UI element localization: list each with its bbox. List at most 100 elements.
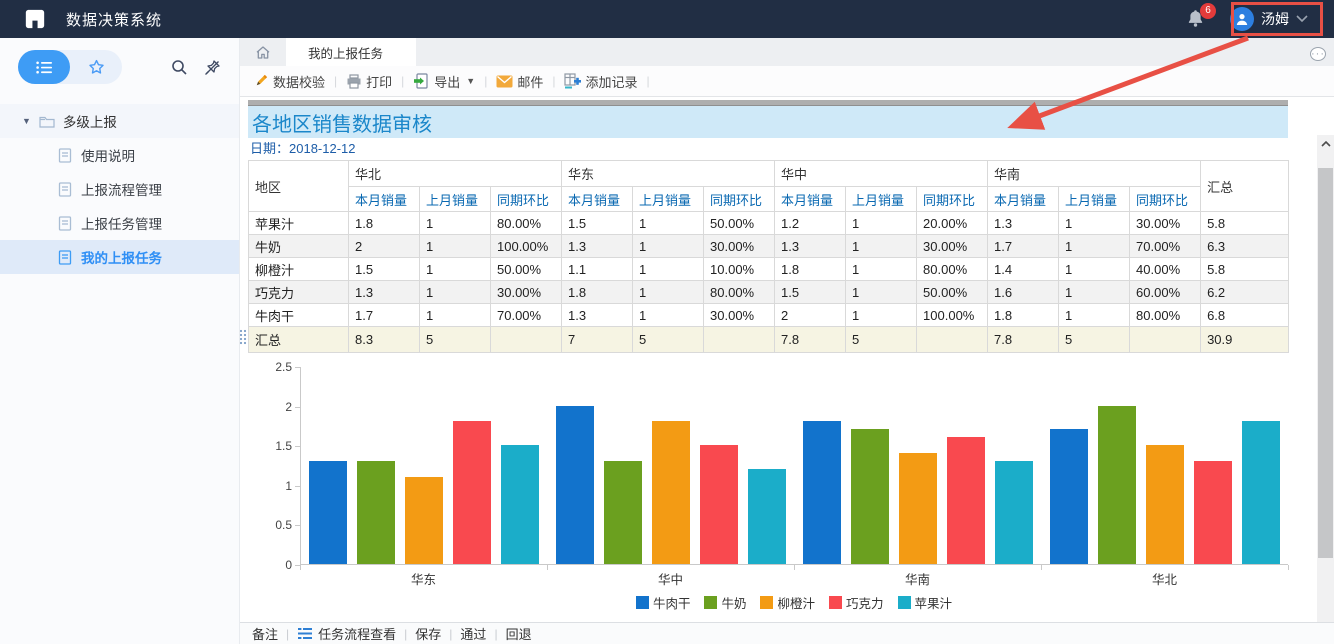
data-cell[interactable]: 100.00%	[916, 303, 989, 327]
data-cell[interactable]: 1.5	[561, 211, 634, 235]
x-axis-tick-mark	[300, 565, 301, 570]
scroll-up-button[interactable]	[1317, 135, 1334, 152]
app-logo-icon[interactable]	[24, 8, 46, 30]
tab-my-report-tasks[interactable]: 我的上报任务	[286, 38, 416, 66]
legend-item-牛奶[interactable]: 牛奶	[704, 593, 746, 612]
sidebar-item-1[interactable]: 上报流程管理	[0, 172, 239, 206]
data-cell[interactable]: 2	[774, 303, 847, 327]
data-cell[interactable]: 1.8	[561, 280, 634, 304]
data-cell[interactable]: 1.7	[987, 234, 1060, 258]
unpin-icon[interactable]	[204, 59, 221, 76]
data-cell[interactable]: 20.00%	[916, 211, 989, 235]
data-cell[interactable]: 1.2	[774, 211, 847, 235]
data-cell[interactable]: 1	[1058, 303, 1131, 327]
data-cell[interactable]: 1	[419, 211, 491, 235]
data-cell[interactable]: 1	[632, 257, 705, 281]
sidebar-item-0[interactable]: 使用说明	[0, 138, 239, 172]
sidebar-item-2[interactable]: 上报任务管理	[0, 206, 239, 240]
row-drag-handle[interactable]	[239, 329, 247, 345]
data-cell[interactable]: 1	[419, 280, 491, 304]
toolbar-button-1[interactable]: 打印	[339, 72, 399, 91]
report-top-strip	[248, 100, 1288, 106]
tab-list-more-button[interactable]: ···	[1310, 45, 1326, 62]
data-cell[interactable]: 2	[348, 234, 420, 258]
data-cell[interactable]: 1	[845, 234, 918, 258]
toolbar-button-3[interactable]: 邮件	[489, 72, 550, 91]
data-cell[interactable]: 1	[1058, 280, 1131, 304]
main-area: 我的上报任务 ··· 数据校验 | 打印 | 导出 ▼ | 邮件 | 添加记录 | 各地区销售数据审…	[239, 38, 1334, 644]
data-cell[interactable]: 1	[845, 257, 918, 281]
data-cell[interactable]: 30.00%	[703, 303, 776, 327]
data-cell[interactable]: 1	[845, 211, 918, 235]
data-cell[interactable]: 1.3	[987, 211, 1060, 235]
footer-button-1[interactable]: 任务流程查看	[289, 624, 404, 643]
search-icon[interactable]	[171, 59, 188, 76]
toolbar-separator: |	[646, 74, 650, 88]
data-cell[interactable]: 1.6	[987, 280, 1060, 304]
data-cell[interactable]: 10.00%	[703, 257, 776, 281]
footer-button-4[interactable]: 回退	[498, 624, 540, 643]
data-cell[interactable]: 30.00%	[489, 280, 563, 304]
legend-item-牛肉干[interactable]: 牛肉干	[635, 593, 690, 612]
legend-item-巧克力[interactable]: 巧克力	[829, 593, 884, 612]
data-cell[interactable]: 1	[1058, 257, 1131, 281]
directory-view-button[interactable]	[18, 50, 70, 84]
user-menu[interactable]: 汤姆	[1230, 7, 1314, 31]
data-cell[interactable]: 30.00%	[1129, 211, 1202, 235]
data-cell[interactable]: 40.00%	[1129, 257, 1202, 281]
data-cell[interactable]: 80.00%	[916, 257, 989, 281]
data-cell[interactable]: 30.00%	[916, 234, 989, 258]
toolbar-button-4[interactable]: 添加记录	[557, 72, 644, 91]
footer-button-0[interactable]: 备注	[244, 624, 286, 643]
data-cell[interactable]: 1.4	[987, 257, 1060, 281]
data-cell[interactable]: 1	[419, 303, 491, 327]
data-cell[interactable]: 50.00%	[489, 257, 563, 281]
notifications-button[interactable]: 6	[1187, 3, 1216, 28]
data-cell[interactable]: 1.5	[774, 280, 847, 304]
data-cell[interactable]: 80.00%	[489, 211, 563, 235]
data-cell[interactable]: 1	[1058, 234, 1131, 258]
home-tab-button[interactable]	[240, 38, 286, 66]
data-cell[interactable]: 1.3	[561, 234, 634, 258]
data-cell[interactable]: 1	[632, 211, 705, 235]
data-cell[interactable]: 1.1	[561, 257, 634, 281]
footer-button-3[interactable]: 通过	[452, 624, 494, 643]
data-cell[interactable]: 1.7	[348, 303, 420, 327]
scrollbar-thumb[interactable]	[1318, 168, 1333, 558]
data-cell[interactable]: 50.00%	[916, 280, 989, 304]
data-cell[interactable]: 70.00%	[489, 303, 563, 327]
legend-item-苹果汁[interactable]: 苹果汁	[897, 593, 952, 612]
data-cell[interactable]: 1.5	[348, 257, 420, 281]
x-axis-category-label: 华南	[904, 573, 930, 587]
data-cell[interactable]: 1	[419, 234, 491, 258]
data-cell[interactable]: 1.8	[987, 303, 1060, 327]
data-cell[interactable]: 1	[845, 303, 918, 327]
data-cell[interactable]: 1	[1058, 211, 1131, 235]
data-cell[interactable]: 50.00%	[703, 211, 776, 235]
y-axis-tick-mark	[295, 367, 300, 368]
footer-button-2[interactable]: 保存	[407, 624, 449, 643]
data-cell[interactable]: 80.00%	[703, 280, 776, 304]
toolbar-button-0[interactable]: 数据校验	[246, 72, 332, 91]
data-cell[interactable]: 1.3	[561, 303, 634, 327]
data-cell[interactable]: 1	[419, 257, 491, 281]
data-cell[interactable]: 1	[632, 280, 705, 304]
data-cell[interactable]: 1.8	[774, 257, 847, 281]
data-cell[interactable]: 1.3	[348, 280, 420, 304]
data-cell[interactable]: 1	[632, 303, 705, 327]
legend-item-柳橙汁[interactable]: 柳橙汁	[760, 593, 815, 612]
data-cell[interactable]: 70.00%	[1129, 234, 1202, 258]
data-cell[interactable]: 100.00%	[489, 234, 563, 258]
data-cell[interactable]: 1	[845, 280, 918, 304]
sidebar-folder-multilevel-report[interactable]: ▼ 多级上报	[0, 104, 239, 138]
data-cell[interactable]: 60.00%	[1129, 280, 1202, 304]
data-cell[interactable]: 30.00%	[703, 234, 776, 258]
sidebar-item-3[interactable]: 我的上报任务	[0, 240, 239, 274]
data-cell[interactable]: 1.8	[348, 211, 420, 235]
toolbar-button-2[interactable]: 导出 ▼	[406, 72, 482, 91]
favorites-view-button[interactable]	[70, 50, 122, 84]
data-cell[interactable]: 1	[632, 234, 705, 258]
data-cell[interactable]: 80.00%	[1129, 303, 1202, 327]
data-cell[interactable]: 1.3	[774, 234, 847, 258]
x-axis-labels: 华东 华中 华南 华北	[300, 569, 1288, 588]
